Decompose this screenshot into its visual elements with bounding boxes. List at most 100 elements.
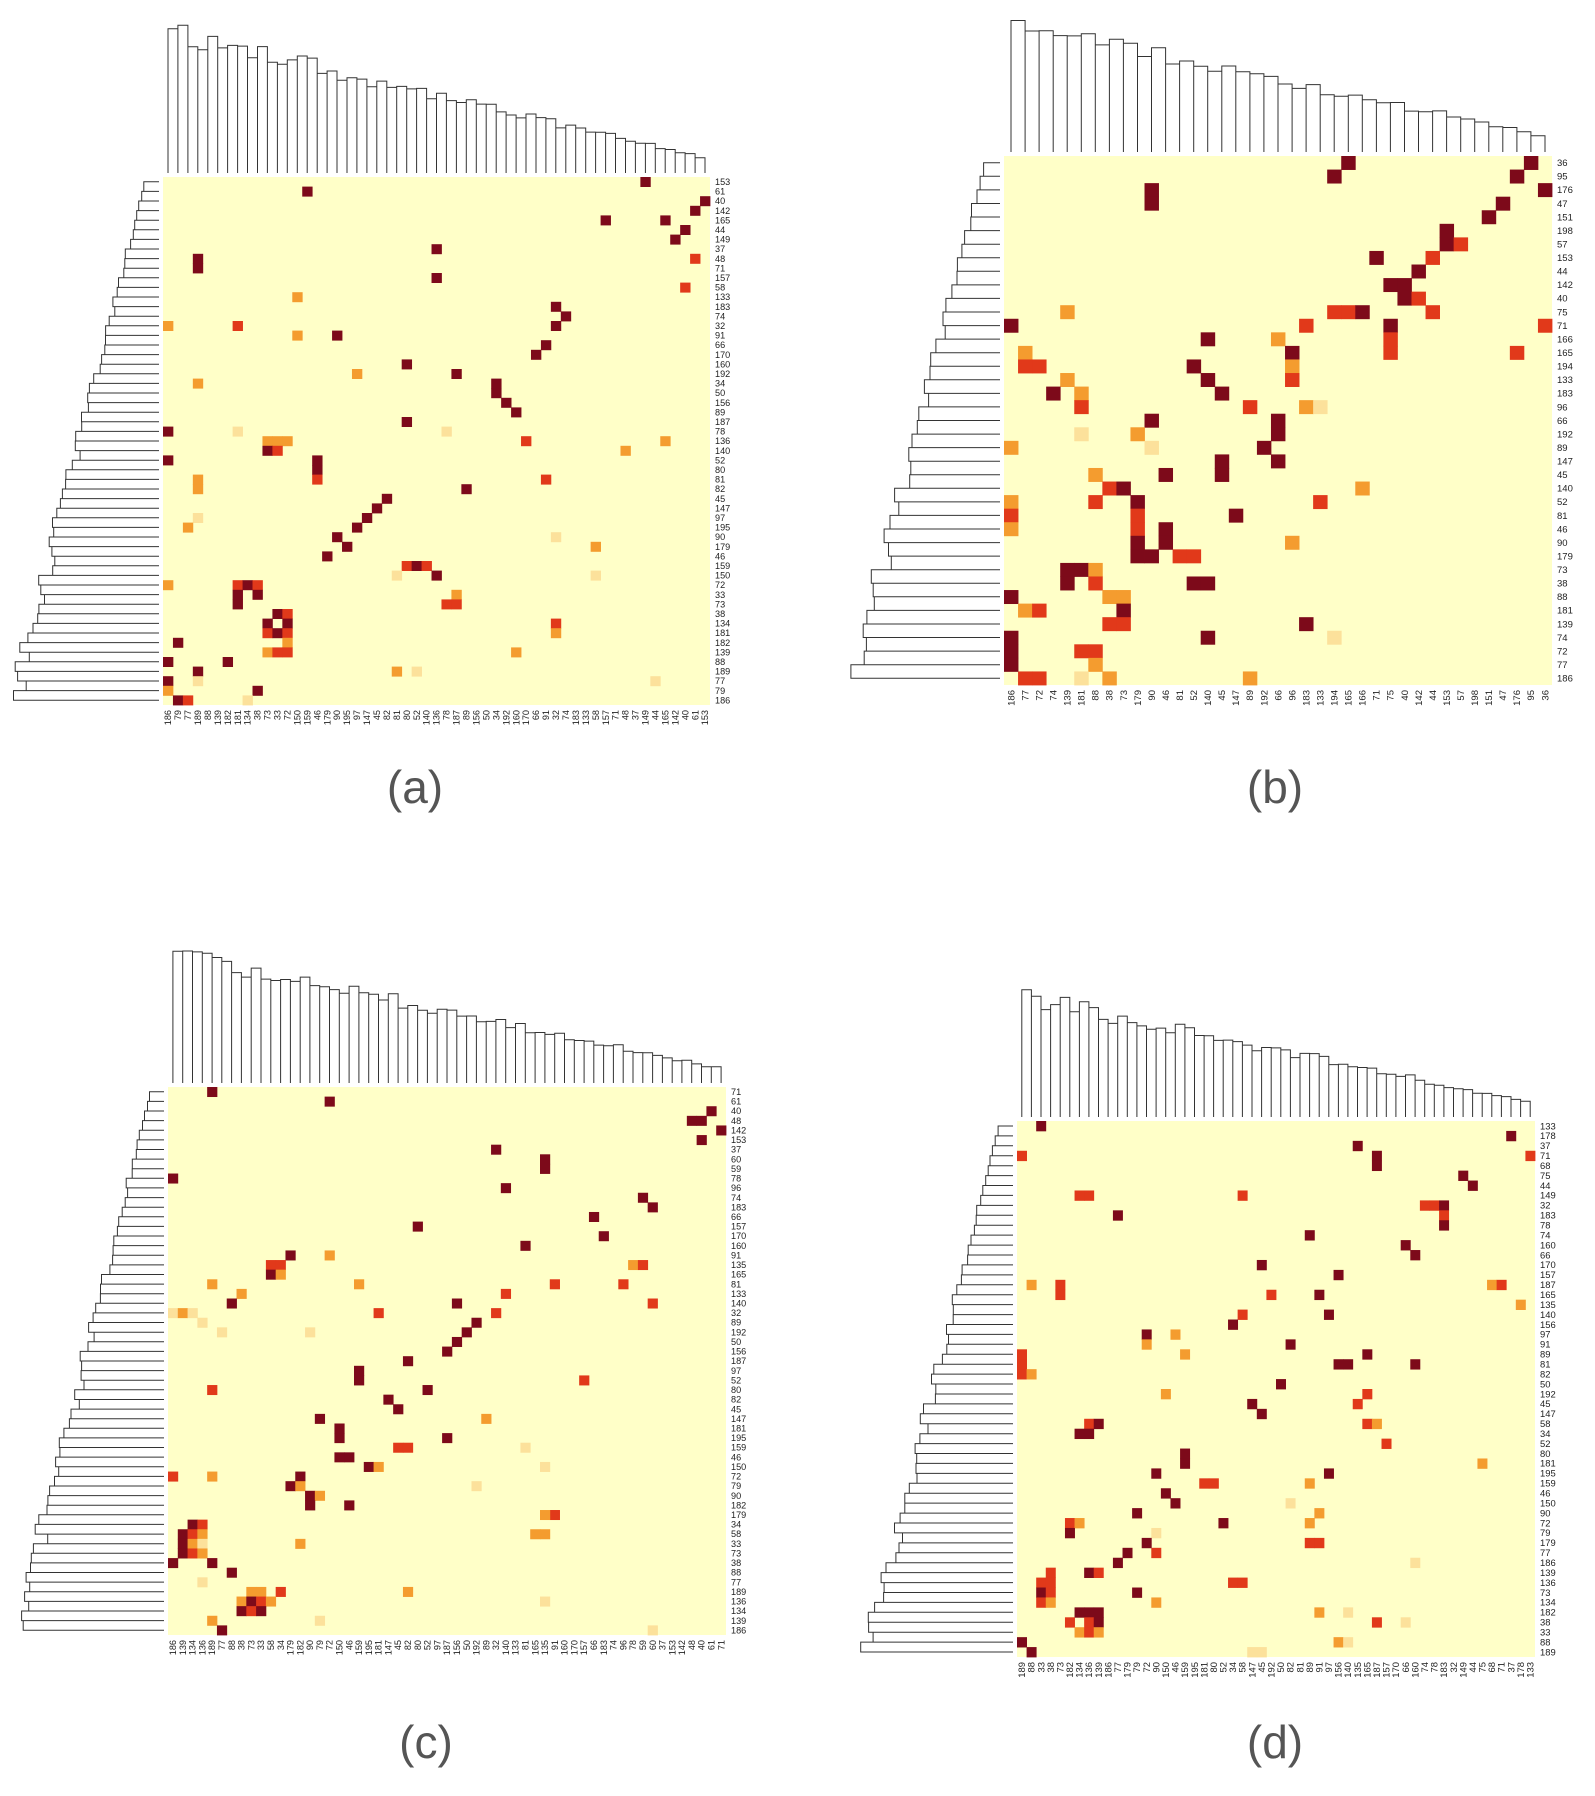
col-label: 37 xyxy=(1505,1662,1516,1672)
col-label: 136 xyxy=(432,710,442,725)
heatmap-cell xyxy=(272,445,283,456)
row-label: 33 xyxy=(731,1539,741,1549)
row-label: 44 xyxy=(1540,1180,1550,1191)
row-label: 96 xyxy=(731,1183,741,1193)
heatmap-cell xyxy=(246,1596,257,1607)
heatmap-cell xyxy=(1270,332,1286,347)
heatmap-cell xyxy=(272,647,283,658)
heatmap-cell xyxy=(411,666,422,677)
col-label: 198 xyxy=(1470,690,1481,706)
col-label: 181 xyxy=(1077,690,1088,706)
col-label: 38 xyxy=(237,1640,247,1650)
heatmap-cell xyxy=(1093,1617,1104,1628)
heatmap-cell xyxy=(262,436,273,447)
heatmap-cell xyxy=(1304,1230,1315,1241)
row-label: 183 xyxy=(715,302,730,312)
col-label: 157 xyxy=(579,1640,589,1655)
heatmap-cell xyxy=(1439,223,1455,238)
row-dendrogram xyxy=(860,1125,1013,1653)
row-label: 183 xyxy=(1557,389,1573,400)
heatmap-cell xyxy=(1362,1349,1373,1360)
heatmap-cell xyxy=(1084,1418,1095,1430)
heatmap-cell xyxy=(1084,1607,1095,1618)
heatmap-cell xyxy=(332,532,343,543)
heatmap-cell xyxy=(1160,1488,1171,1499)
row-label: 186 xyxy=(731,1625,746,1635)
heatmap-cell xyxy=(1453,237,1469,252)
heatmap-cell xyxy=(1144,549,1159,564)
heatmap-cell xyxy=(312,465,323,475)
heatmap-cell xyxy=(431,273,442,283)
heatmap-cell xyxy=(1158,522,1174,537)
heatmap-cell xyxy=(451,1336,463,1347)
row-dendrogram xyxy=(21,1091,164,1631)
heatmap-cell xyxy=(1383,332,1398,347)
col-label: 140 xyxy=(1203,690,1214,706)
heatmap-cell xyxy=(1060,305,1075,320)
heatmap-cell xyxy=(1160,1389,1171,1400)
heatmap-cell xyxy=(236,1606,247,1617)
col-label: 133 xyxy=(1525,1662,1536,1678)
heatmap-cell xyxy=(1237,1577,1248,1588)
row-label: 32 xyxy=(715,321,725,331)
heatmap-cell xyxy=(1509,345,1525,360)
row-label: 72 xyxy=(1540,1517,1550,1528)
heatmap-cell xyxy=(588,1211,600,1222)
heatmap-cell xyxy=(1036,1121,1047,1132)
row-label: 75 xyxy=(1557,307,1568,318)
heatmap-cell xyxy=(192,666,204,677)
heatmap-cell xyxy=(1046,386,1061,401)
row-label: 77 xyxy=(1557,660,1568,671)
row-label: 135 xyxy=(731,1260,746,1270)
heatmap-cell xyxy=(1074,1428,1085,1440)
col-label: 156 xyxy=(1333,1662,1344,1678)
heatmap-cell xyxy=(549,1279,560,1290)
col-label: 187 xyxy=(452,710,462,725)
heatmap-cell xyxy=(1200,332,1216,347)
heatmap-cell xyxy=(207,1279,218,1290)
row-label: 153 xyxy=(731,1135,746,1145)
heatmap-cell xyxy=(1036,1597,1047,1608)
heatmap-cell xyxy=(1055,1279,1066,1291)
heatmap-cell xyxy=(1158,535,1174,550)
row-label: 61 xyxy=(731,1097,741,1107)
row-label: 37 xyxy=(1540,1140,1550,1151)
heatmap-cell xyxy=(1362,1418,1373,1430)
heatmap-cell xyxy=(1017,1369,1027,1380)
col-label: 165 xyxy=(1344,690,1355,706)
heatmap-cell xyxy=(354,1365,365,1376)
col-label: 182 xyxy=(1064,1662,1075,1678)
row-label: 46 xyxy=(731,1452,741,1462)
heatmap-cell xyxy=(1132,1508,1143,1519)
heatmap-cell xyxy=(620,445,631,456)
heatmap-cell xyxy=(1371,1160,1382,1172)
col-label: 36 xyxy=(1540,690,1551,701)
col-label: 187 xyxy=(442,1640,452,1655)
col-label: 90 xyxy=(305,1640,315,1650)
col-label: 186 xyxy=(1102,1662,1113,1678)
row-label: 48 xyxy=(731,1116,741,1126)
col-label: 90 xyxy=(1147,690,1158,701)
col-label: 77 xyxy=(217,1640,227,1650)
col-label: 194 xyxy=(1330,690,1341,706)
row-label: 192 xyxy=(1557,429,1573,440)
row-label: 80 xyxy=(731,1385,741,1395)
row-label: 147 xyxy=(715,503,730,513)
row-label: 46 xyxy=(715,551,725,561)
col-label: 89 xyxy=(1245,690,1256,701)
heatmap-cell xyxy=(550,628,562,639)
row-label: 156 xyxy=(731,1347,746,1357)
heatmap-cell xyxy=(381,493,393,504)
col-label: 134 xyxy=(188,1640,198,1655)
row-label: 48 xyxy=(715,254,725,264)
row-label: 40 xyxy=(731,1106,741,1116)
heatmap-cell xyxy=(371,503,383,514)
heatmap-cell xyxy=(1199,1478,1210,1489)
heatmap-cell xyxy=(686,1115,698,1126)
col-label: 71 xyxy=(716,1640,726,1650)
col-label: 81 xyxy=(1175,690,1186,701)
heatmap-cell xyxy=(197,1529,208,1540)
heatmap-cell xyxy=(344,1500,355,1511)
heatmap-cell xyxy=(550,532,562,543)
heatmap-cell xyxy=(1509,169,1525,184)
